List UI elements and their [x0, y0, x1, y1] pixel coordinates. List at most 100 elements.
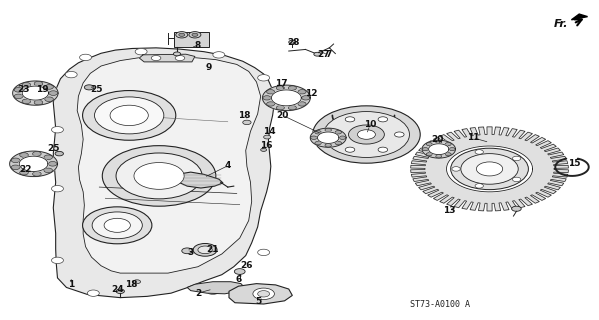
Text: 3: 3 — [187, 248, 194, 257]
Circle shape — [253, 288, 274, 300]
Text: 2: 2 — [195, 289, 201, 298]
Circle shape — [426, 142, 432, 146]
Circle shape — [14, 88, 23, 92]
Polygon shape — [429, 144, 449, 155]
Circle shape — [207, 288, 219, 294]
Text: 8: 8 — [195, 41, 201, 51]
Circle shape — [378, 147, 388, 152]
Circle shape — [102, 146, 216, 206]
Circle shape — [475, 150, 483, 154]
Circle shape — [258, 291, 270, 297]
Circle shape — [14, 94, 23, 99]
Circle shape — [20, 170, 28, 175]
Circle shape — [11, 158, 20, 163]
Text: 26: 26 — [241, 261, 253, 270]
Text: 6: 6 — [235, 275, 241, 284]
Circle shape — [267, 102, 275, 106]
Polygon shape — [571, 14, 588, 20]
Circle shape — [45, 85, 53, 89]
Circle shape — [173, 52, 180, 56]
Circle shape — [512, 156, 521, 161]
Text: 20: 20 — [431, 135, 443, 144]
Circle shape — [311, 136, 317, 140]
Circle shape — [179, 33, 184, 36]
Circle shape — [315, 141, 321, 145]
Circle shape — [104, 218, 131, 232]
Circle shape — [234, 269, 245, 274]
Text: 25: 25 — [47, 144, 59, 153]
Text: 13: 13 — [443, 206, 455, 215]
Polygon shape — [411, 127, 568, 211]
Circle shape — [135, 49, 147, 55]
Polygon shape — [422, 140, 455, 158]
Polygon shape — [262, 85, 310, 111]
Text: 21: 21 — [207, 245, 219, 254]
Text: 9: 9 — [205, 63, 212, 72]
Text: 1: 1 — [68, 280, 74, 289]
Circle shape — [335, 131, 341, 134]
Circle shape — [175, 55, 184, 60]
Circle shape — [52, 186, 63, 192]
Polygon shape — [140, 54, 195, 62]
Circle shape — [313, 106, 420, 163]
Circle shape — [83, 207, 152, 244]
Circle shape — [450, 148, 528, 190]
Text: 25: 25 — [90, 85, 102, 94]
Circle shape — [34, 81, 43, 86]
Circle shape — [261, 148, 267, 151]
Circle shape — [243, 120, 251, 124]
Text: 4: 4 — [225, 161, 231, 170]
Circle shape — [476, 162, 503, 176]
Circle shape — [335, 141, 341, 145]
Circle shape — [192, 33, 198, 36]
Polygon shape — [187, 282, 244, 294]
Circle shape — [263, 96, 271, 100]
Circle shape — [44, 168, 53, 173]
Text: Fr.: Fr. — [554, 19, 568, 28]
Polygon shape — [317, 132, 339, 143]
Text: 16: 16 — [261, 141, 273, 150]
Circle shape — [449, 148, 455, 151]
Text: 15: 15 — [568, 159, 580, 168]
Circle shape — [87, 290, 99, 296]
Bar — [174, 32, 208, 47]
Circle shape — [345, 117, 355, 122]
Text: ST73-A0100 A: ST73-A0100 A — [410, 300, 470, 308]
Circle shape — [461, 154, 518, 184]
Circle shape — [436, 140, 441, 144]
Circle shape — [116, 289, 125, 293]
Circle shape — [422, 148, 428, 151]
Circle shape — [258, 249, 270, 256]
Polygon shape — [177, 172, 223, 188]
Circle shape — [176, 32, 187, 38]
Polygon shape — [446, 146, 533, 192]
Circle shape — [302, 96, 310, 100]
Polygon shape — [53, 48, 274, 298]
Text: 27: 27 — [317, 50, 329, 59]
Polygon shape — [22, 86, 49, 100]
Circle shape — [475, 184, 483, 188]
Text: 20: 20 — [277, 111, 289, 120]
Circle shape — [11, 165, 20, 170]
Circle shape — [288, 106, 297, 110]
Text: 28: 28 — [288, 38, 300, 47]
Circle shape — [95, 97, 164, 134]
Circle shape — [264, 135, 271, 139]
Circle shape — [55, 151, 63, 156]
Polygon shape — [19, 156, 48, 172]
Circle shape — [92, 212, 143, 239]
Polygon shape — [229, 284, 292, 304]
Circle shape — [34, 100, 43, 105]
Circle shape — [22, 99, 31, 104]
Text: 18: 18 — [125, 280, 137, 289]
Text: 10: 10 — [364, 120, 376, 130]
Circle shape — [276, 106, 285, 110]
Text: 14: 14 — [264, 127, 276, 136]
Circle shape — [83, 91, 176, 140]
Circle shape — [298, 90, 306, 94]
Text: 22: 22 — [20, 165, 32, 174]
Circle shape — [65, 71, 77, 78]
Circle shape — [134, 163, 184, 189]
Circle shape — [298, 102, 306, 106]
Circle shape — [289, 40, 296, 44]
